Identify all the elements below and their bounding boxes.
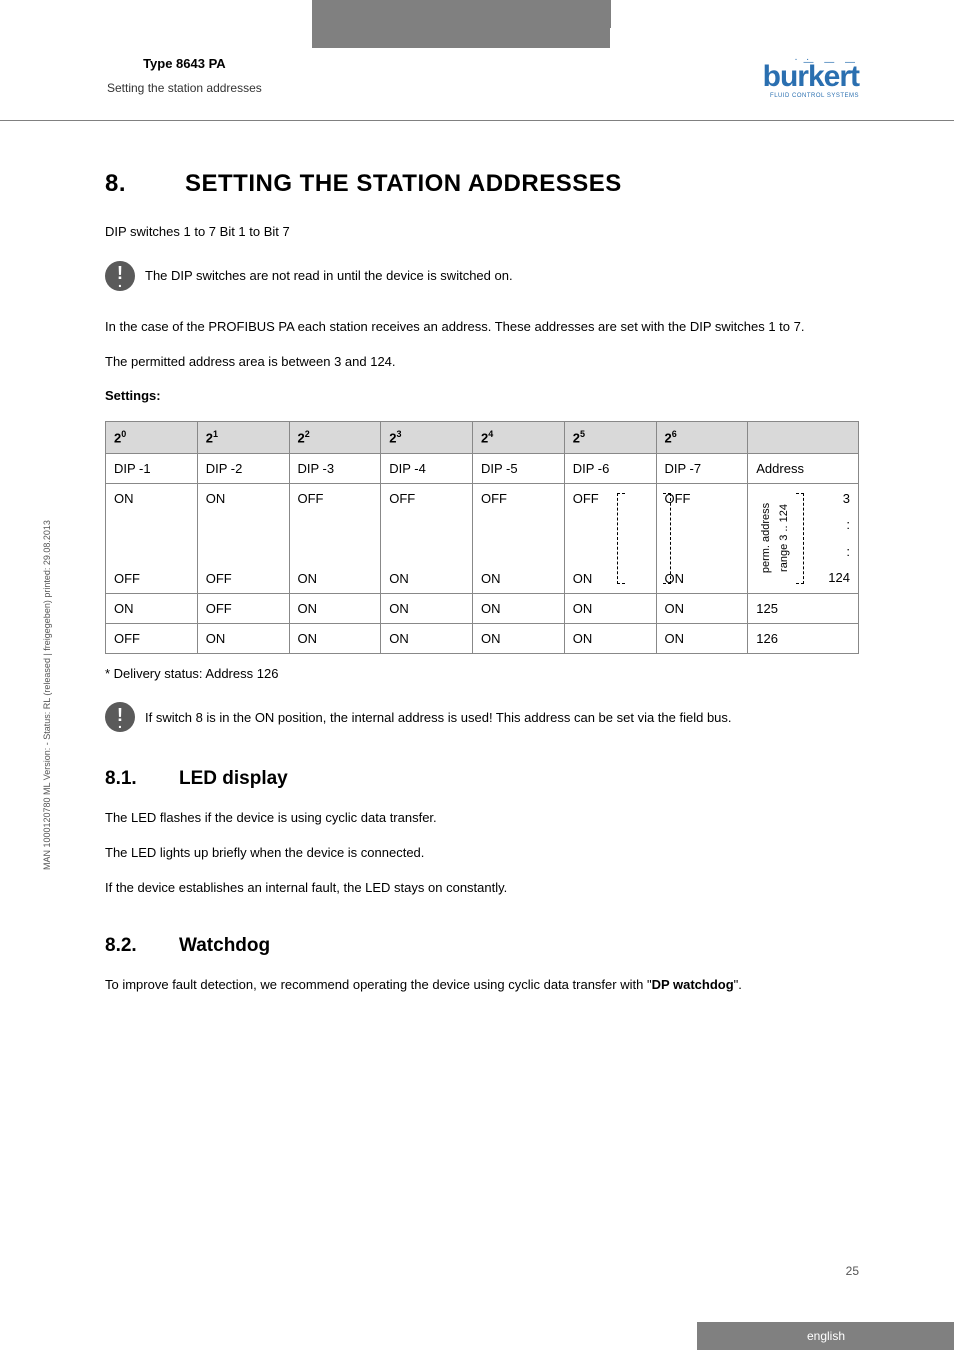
section-title: SETTING THE STATION ADDRESSES <box>185 170 622 197</box>
th-5: 25 <box>564 422 656 453</box>
th-6: 26 <box>656 422 748 453</box>
th-1: 21 <box>197 422 289 453</box>
page-number: 25 <box>846 1264 859 1278</box>
th-2: 22 <box>289 422 381 453</box>
sub1-title: LED display <box>179 768 288 789</box>
sub1-heading: 8.1.LED display <box>105 768 859 790</box>
row-126: OFF ON ON ON ON ON ON 126 <box>106 623 859 653</box>
header-gray-block <box>312 0 610 48</box>
main-content: 8.SETTING THE STATION ADDRESSES DIP swit… <box>105 170 859 1010</box>
bracket-mid <box>663 493 671 584</box>
section-heading: 8.SETTING THE STATION ADDRESSES <box>105 170 859 198</box>
doc-subtitle: Setting the station addresses <box>107 81 262 95</box>
sub1-p1: The LED flashes if the device is using c… <box>105 808 859 829</box>
th-7 <box>748 422 859 453</box>
brand-name: burkert <box>763 65 859 89</box>
para1: In the case of the PROFIBUS PA each stat… <box>105 317 859 338</box>
brand-logo: — — — burkert . . FLUID CONTROL SYSTEMS <box>763 60 859 99</box>
th-0: 20 <box>106 422 198 453</box>
sub2-number: 8.2. <box>105 935 179 957</box>
table-header-row: 20 21 22 23 24 25 26 <box>106 422 859 453</box>
dip-line: DIP switches 1 to 7 Bit 1 to Bit 7 <box>105 222 859 243</box>
sub2-p1: To improve fault detection, we recommend… <box>105 975 859 996</box>
sub1-number: 8.1. <box>105 768 179 790</box>
perm-label: perm. address <box>760 488 772 588</box>
settings-label: Settings: <box>105 386 859 407</box>
note-box-2: If switch 8 is in the ON position, the i… <box>105 702 859 732</box>
sub1-p3: If the device establishes an internal fa… <box>105 878 859 899</box>
bracket-right <box>796 493 804 584</box>
range-row: ONOFF ONOFF OFFON OFFON OFFON OFFON OFFO… <box>106 483 859 593</box>
sub1-p2: The LED lights up briefly when the devic… <box>105 843 859 864</box>
note1-text: The DIP switches are not read in until t… <box>145 268 513 283</box>
header-rule <box>0 120 954 121</box>
header-left: Type 8643 PA Setting the station address… <box>107 56 262 95</box>
dip-row: DIP -1 DIP -2 DIP -3 DIP -4 DIP -5 DIP -… <box>106 453 859 483</box>
brand-tag: FLUID CONTROL SYSTEMS <box>763 93 859 99</box>
doc-type: Type 8643 PA <box>107 56 262 71</box>
warning-icon <box>105 702 135 732</box>
logo-umlaut: . . <box>795 52 812 63</box>
sub2-title: Watchdog <box>179 935 270 956</box>
bracket-left <box>617 493 625 584</box>
language-badge: english <box>698 1322 954 1350</box>
th-3: 23 <box>381 422 473 453</box>
note2-text: If switch 8 is in the ON position, the i… <box>145 710 732 725</box>
address-table: 20 21 22 23 24 25 26 DIP -1 DIP -2 DIP -… <box>105 421 859 653</box>
th-4: 24 <box>473 422 565 453</box>
side-metadata: MAN 1000120780 ML Version: - Status: RL … <box>42 520 52 870</box>
para2: The permitted address area is between 3 … <box>105 352 859 373</box>
header-gray-tick <box>595 0 611 28</box>
warning-icon <box>105 261 135 291</box>
range-label: range 3 .. 124 <box>778 488 790 588</box>
row-125: ON OFF ON ON ON ON ON 125 <box>106 593 859 623</box>
addr-nums: 3 : : 124 <box>816 491 850 586</box>
note-box-1: The DIP switches are not read in until t… <box>105 261 859 291</box>
delivery-note: * Delivery status: Address 126 <box>105 664 859 685</box>
section-number: 8. <box>105 170 185 198</box>
sub2-heading: 8.2.Watchdog <box>105 935 859 957</box>
